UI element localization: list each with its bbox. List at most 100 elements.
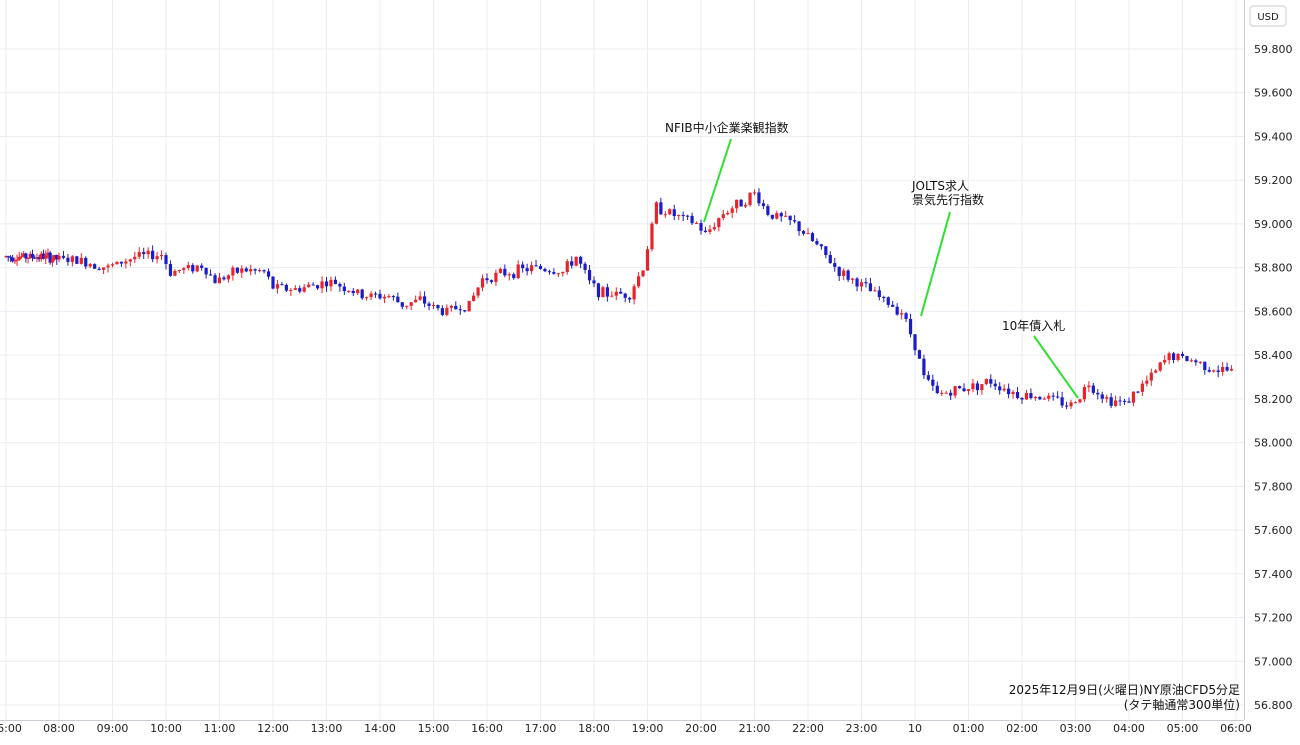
y-tick-label: 57.000 <box>1254 655 1293 668</box>
candle-body <box>1038 396 1042 400</box>
annotation-label: NFIB中小企業楽観指数 <box>665 120 789 135</box>
x-tick-label: 06:00 <box>0 722 22 735</box>
x-tick-label: 10 <box>908 722 922 735</box>
candle-down <box>1203 361 1207 375</box>
candle-body <box>84 257 88 267</box>
candle-down <box>1020 397 1024 405</box>
candle-body <box>980 384 984 391</box>
candle-body <box>534 265 538 267</box>
candle-down <box>998 382 1002 395</box>
candle-body <box>22 253 26 257</box>
candle-up <box>159 250 164 261</box>
candle-up <box>735 199 739 213</box>
candle-down <box>489 279 494 284</box>
candle-body <box>480 278 485 288</box>
candle-down <box>204 267 208 279</box>
candle-body <box>917 350 922 359</box>
candles <box>4 188 1234 410</box>
candle-down <box>788 215 792 225</box>
candle-up <box>1221 362 1225 376</box>
candle-body <box>873 290 877 292</box>
candle-body <box>186 265 190 269</box>
candle-up <box>249 264 253 276</box>
candle-up <box>900 309 904 320</box>
candle-down <box>962 383 966 392</box>
candle-body <box>137 252 141 257</box>
candle-body <box>779 213 783 217</box>
candle-down <box>400 302 404 310</box>
candle-body <box>636 276 641 287</box>
candle-down <box>993 379 997 391</box>
candle-body <box>507 274 511 276</box>
candle-down <box>619 288 623 295</box>
candle-down <box>311 282 315 286</box>
candle-body <box>26 257 30 259</box>
candle-body <box>1096 392 1100 395</box>
candle-up <box>529 261 534 275</box>
candle-down <box>917 349 922 359</box>
candle-body <box>1100 394 1104 399</box>
candle-body <box>962 388 966 392</box>
candle-up <box>1069 399 1073 410</box>
candle-up <box>748 192 752 207</box>
candle-down <box>1096 389 1100 400</box>
candle-body <box>382 296 387 299</box>
candle-body <box>819 244 823 247</box>
candle-up <box>347 290 351 293</box>
candle-up <box>730 205 734 219</box>
candle-body <box>222 277 226 280</box>
candle-up <box>26 257 30 264</box>
candle-down <box>33 255 37 260</box>
candle-body <box>88 264 92 267</box>
candle-up <box>784 210 788 217</box>
candle-body <box>52 255 57 259</box>
candle-up <box>565 259 569 275</box>
candle-up <box>1158 361 1162 373</box>
candle-body <box>761 203 766 207</box>
candle-up <box>293 285 297 291</box>
candle-up <box>516 260 520 280</box>
candle-down <box>1136 390 1140 394</box>
candle-up <box>1042 396 1046 400</box>
candle-up <box>650 221 654 252</box>
candle-up <box>873 286 877 292</box>
candle-down <box>391 295 395 301</box>
candle-body <box>324 281 329 287</box>
candle-up <box>726 210 730 216</box>
candle-up <box>944 390 948 394</box>
candle-down <box>191 263 195 274</box>
candle-up <box>1114 395 1118 408</box>
candle-body <box>195 265 199 272</box>
candle-body <box>1042 398 1046 400</box>
candle-down <box>271 276 275 290</box>
candle-body <box>1118 400 1122 402</box>
candle-body <box>587 269 592 281</box>
candle-body <box>1020 398 1024 400</box>
candle-body <box>472 295 476 301</box>
candle-body <box>998 386 1002 391</box>
candle-body <box>1154 370 1158 373</box>
candle-body <box>1212 370 1216 372</box>
candle-body <box>739 199 743 207</box>
x-tick-label: 23:00 <box>846 722 878 735</box>
candle-up <box>57 252 61 263</box>
candle-up <box>775 210 779 220</box>
candle-body <box>115 261 119 265</box>
candle-body <box>957 386 962 389</box>
candle-up <box>1154 369 1158 374</box>
candle-body <box>168 264 173 276</box>
x-tick-label: 02:00 <box>1006 722 1038 735</box>
candle-body <box>663 214 667 216</box>
candle-down <box>235 267 239 274</box>
candle-body <box>717 218 721 228</box>
candle-down <box>373 291 378 298</box>
candle-body <box>859 282 864 287</box>
x-tick-label: 12:00 <box>257 722 289 735</box>
candle-body <box>944 392 948 394</box>
candle-down <box>454 301 458 310</box>
candle-down <box>97 266 101 271</box>
candle-down <box>739 199 743 207</box>
candle-up <box>940 389 944 397</box>
candle-body <box>721 214 725 219</box>
